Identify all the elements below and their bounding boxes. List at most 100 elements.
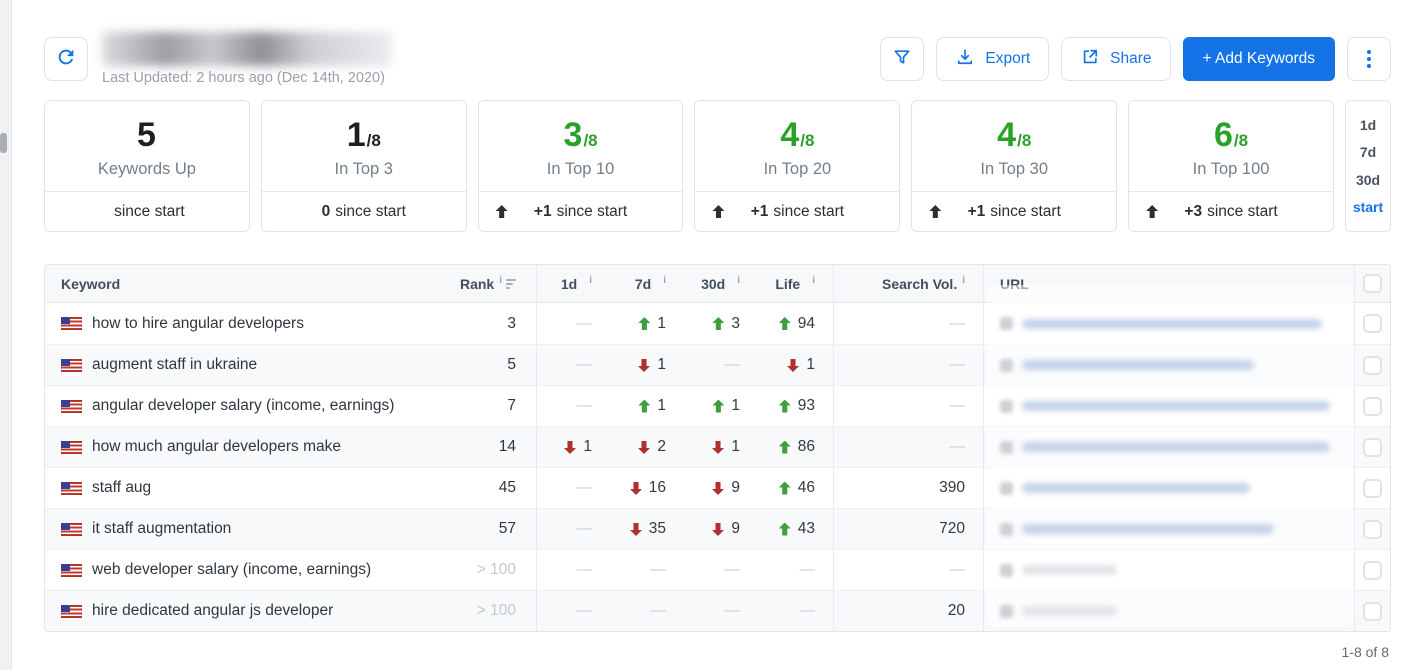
url-link-redacted [1022, 565, 1117, 575]
share-icon [1080, 47, 1100, 72]
stat-change-text: since start [335, 202, 406, 220]
stat-change-text: since start [990, 202, 1061, 220]
change-7d-cell: 1 [610, 345, 684, 385]
stat-change-text: since start [556, 202, 628, 220]
no-change-dash: — [724, 356, 741, 373]
info-icon: i [962, 275, 965, 286]
change-30d-cell: — [684, 591, 758, 631]
change-1d-cell: — [536, 509, 610, 549]
change-value: 1 [731, 438, 740, 455]
url-cell[interactable] [983, 345, 1354, 385]
project-title-redacted [102, 32, 392, 66]
change-life-cell: — [758, 591, 833, 631]
row-select-cell [1354, 427, 1390, 467]
row-checkbox[interactable] [1363, 601, 1382, 621]
row-checkbox[interactable] [1363, 314, 1382, 333]
url-cell[interactable] [983, 509, 1354, 549]
column-header-rank[interactable]: Rank i [456, 265, 536, 302]
no-change-dash: — [576, 356, 593, 373]
no-value-dash: — [949, 356, 966, 373]
table-body: how to hire angular developers 3 — 1 3 9… [45, 303, 1390, 631]
us-flag-icon [61, 399, 82, 413]
stat-change-bold: +3 [1184, 202, 1203, 220]
stat-change-text: since start [1207, 202, 1278, 220]
url-cell [983, 550, 1354, 590]
keyword-text: web developer salary (income, earnings) [92, 561, 372, 578]
keyword-cell[interactable]: augment staff in ukraine [45, 345, 456, 385]
rank-up-arrow-icon [712, 317, 725, 330]
rank-up-arrow-icon [638, 399, 651, 413]
filter-button[interactable] [880, 37, 925, 81]
more-options-button[interactable] [1347, 37, 1391, 81]
row-checkbox[interactable] [1363, 478, 1382, 498]
url-cell[interactable] [983, 468, 1354, 508]
change-value: 2 [657, 438, 666, 455]
change-7d-cell: — [610, 591, 684, 631]
rank-up-arrow-icon [778, 317, 791, 330]
stat-value: 4 [997, 115, 1017, 154]
export-button[interactable]: Export [936, 37, 1050, 81]
stat-label: In Top 100 [1192, 159, 1270, 178]
change-value: 3 [731, 314, 740, 332]
period-option-1d[interactable]: 1d [1359, 116, 1377, 133]
rank-up-arrow-icon [778, 399, 791, 413]
info-icon: i [812, 275, 815, 286]
stat-label: In Top 30 [980, 159, 1049, 178]
keyword-text: how to hire angular developers [92, 314, 304, 332]
change-life-cell: 43 [758, 509, 833, 549]
keyword-cell[interactable]: angular developer salary (income, earnin… [45, 386, 456, 426]
no-change-dash: — [799, 561, 816, 578]
add-keywords-button[interactable]: + Add Keywords [1182, 37, 1335, 81]
url-cell[interactable] [983, 303, 1354, 344]
row-checkbox[interactable] [1363, 396, 1382, 416]
row-select-cell [1354, 468, 1390, 508]
change-30d-cell: — [684, 345, 758, 385]
change-life-cell: 1 [758, 345, 833, 385]
row-checkbox[interactable] [1363, 560, 1382, 580]
rank-down-arrow-icon [787, 359, 799, 372]
no-value-dash: — [949, 561, 966, 578]
scrollbar-thumb[interactable] [0, 133, 7, 153]
row-checkbox[interactable] [1363, 355, 1382, 375]
us-flag-icon [61, 358, 82, 372]
row-checkbox[interactable] [1363, 519, 1382, 539]
keyword-cell[interactable]: how much angular developers make [45, 427, 456, 467]
project-title-block: Last Updated: 2 hours ago (Dec 14th, 202… [102, 32, 392, 86]
period-option-30d[interactable]: 30d [1355, 171, 1381, 188]
keyword-cell[interactable]: hire dedicated angular js developer [45, 591, 456, 631]
keyword-cell[interactable]: staff aug [45, 468, 456, 508]
us-flag-icon [61, 604, 82, 618]
share-button[interactable]: Share [1061, 37, 1171, 81]
change-30d-cell: 1 [684, 427, 758, 467]
url-cell[interactable] [983, 427, 1354, 467]
select-all-checkbox[interactable] [1363, 274, 1382, 293]
table-row: hire dedicated angular js developer > 10… [45, 590, 1390, 631]
url-link-redacted [1022, 524, 1274, 534]
rank-down-arrow-icon [638, 359, 650, 372]
last-updated-text: Last Updated: 2 hours ago (Dec 14th, 202… [102, 70, 385, 86]
no-change-dash: — [576, 397, 593, 414]
stat-denominator: /8 [366, 130, 381, 150]
period-option-7d[interactable]: 7d [1359, 144, 1377, 161]
keyword-cell[interactable]: it staff augmentation [45, 509, 456, 549]
change-30d-cell: 1 [684, 386, 758, 426]
keyword-cell[interactable]: how to hire angular developers [45, 303, 456, 344]
search-vol-cell: 20 [833, 591, 983, 631]
stat-change: since start [45, 191, 249, 231]
row-checkbox[interactable] [1363, 437, 1382, 457]
search-vol-cell: 390 [833, 468, 983, 508]
change-7d-cell: — [610, 550, 684, 590]
search-vol-cell: — [833, 303, 983, 344]
favicon-blurred [1000, 604, 1013, 618]
favicon-blurred [1000, 440, 1013, 454]
stat-change: +1 since start [695, 191, 900, 231]
refresh-button[interactable] [44, 37, 88, 81]
stat-change-bold: 0 [321, 202, 331, 220]
url-cell[interactable] [983, 386, 1354, 426]
change-life-cell: 46 [758, 468, 833, 508]
favicon-blurred [1000, 563, 1013, 577]
rank-down-arrow-icon [564, 441, 576, 454]
stat-change: +1 since start [478, 191, 683, 231]
period-option-start[interactable]: start [1352, 199, 1384, 216]
keyword-cell[interactable]: web developer salary (income, earnings) [45, 550, 456, 590]
